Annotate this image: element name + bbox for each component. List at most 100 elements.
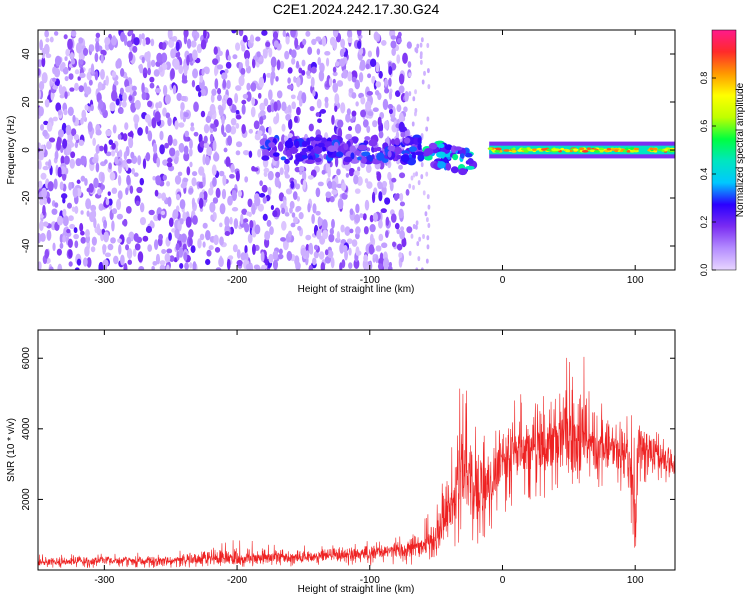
colorbar-tick-label: 0.2 xyxy=(699,216,709,229)
spectrogram-cell xyxy=(245,263,252,270)
spectrogram-cell xyxy=(53,178,58,190)
spectrogram-cell xyxy=(315,112,320,117)
spectrogram-cell xyxy=(118,244,122,255)
spectrogram-cell xyxy=(321,36,327,47)
spectrogram-cell xyxy=(40,124,45,131)
spectrogram-cell xyxy=(76,179,81,184)
spectrogram-cell xyxy=(261,30,268,36)
spectrogram-cell xyxy=(54,55,62,67)
spectrogram-cell xyxy=(273,40,279,48)
spectrogram-cell xyxy=(74,240,79,249)
spectrogram-cell xyxy=(257,92,262,99)
colorbar-label: Normalized spectral amplitude xyxy=(735,82,746,217)
spectrogram-cell xyxy=(214,247,221,253)
spectrogram-cell xyxy=(614,149,619,153)
spectrogram-cell xyxy=(170,48,176,59)
spectrogram-cell xyxy=(384,87,390,94)
spectrogram-cell xyxy=(111,208,118,215)
spectrogram-cell xyxy=(115,98,120,106)
spectrogram-cell xyxy=(322,229,329,240)
spectrogram-cell xyxy=(151,266,155,270)
spectrogram-cell xyxy=(467,158,474,165)
spectrogram-cell xyxy=(606,147,612,151)
spectrogram-cell xyxy=(251,57,256,69)
spectrogram-cell xyxy=(398,172,406,179)
spectrogram-cell xyxy=(359,213,364,218)
spectrogram-cell xyxy=(222,79,227,89)
spectrogram-cell xyxy=(90,246,96,253)
spectrogram-cell xyxy=(202,153,206,166)
spectrogram-cell xyxy=(205,258,211,266)
spectrogram-cell xyxy=(290,180,295,189)
spectrogram-cell xyxy=(159,260,166,266)
spectrogram-cell xyxy=(359,59,366,71)
spectrogram-cell xyxy=(280,156,287,161)
spectrogram-cell xyxy=(362,213,367,221)
spectrogram-cell xyxy=(398,208,404,219)
spectrogram-cell xyxy=(290,49,297,59)
spectrogram-cell xyxy=(157,213,162,221)
spectrogram-cell xyxy=(464,152,473,158)
spectrogram-cell xyxy=(98,261,104,270)
spectrogram-cell xyxy=(244,244,248,254)
spectrogram-cell xyxy=(155,253,161,265)
spectrogram-cell xyxy=(84,177,88,186)
spectrogram-cell xyxy=(366,181,373,189)
spectrogram-cell xyxy=(353,258,360,269)
spectrogram-cell xyxy=(160,52,168,63)
spectrogram-cell xyxy=(80,117,84,125)
spectrogram-cell xyxy=(396,228,401,235)
spectrogram-cell xyxy=(357,166,361,172)
spectrogram-cell xyxy=(459,153,465,159)
spectrogram-cell xyxy=(164,94,171,105)
spectrogram-cell xyxy=(284,212,290,217)
spectrogram-cell xyxy=(283,135,288,142)
spectrogram-cell xyxy=(301,69,306,76)
spectrogram-cell xyxy=(341,182,347,192)
spectrogram-cell xyxy=(308,264,314,270)
spectrogram-cell xyxy=(398,164,403,170)
spectrogram-cell xyxy=(309,136,315,142)
colorbar: 0.0 0.2 0.4 0.6 0.8 Normalized spectral ampl… xyxy=(699,29,746,276)
spectrogram-cell xyxy=(95,41,100,53)
spectrogram-cell xyxy=(245,57,250,68)
spectrogram-cell xyxy=(224,231,231,236)
spectrogram-cell xyxy=(302,170,307,182)
spectrogram-cell xyxy=(126,40,133,48)
spectrogram-cell xyxy=(142,235,149,242)
spectrogram-cell xyxy=(255,36,261,42)
spectrogram-cell xyxy=(56,248,62,256)
spectrogram-cell xyxy=(274,176,280,188)
spectrogram-cell xyxy=(102,50,107,56)
spectrogram-cell xyxy=(145,125,149,135)
spectrogram-cell xyxy=(230,163,235,173)
spectrogram-cell xyxy=(142,38,147,47)
spectrogram-cell xyxy=(203,191,208,201)
spectrogram-cell xyxy=(420,133,424,139)
spectrogram-cell xyxy=(259,116,264,125)
spectrogram-cell xyxy=(241,44,246,52)
spectrogram-cell xyxy=(152,142,158,154)
spectrogram-cell xyxy=(259,193,266,198)
snr-y-tick-label: 2000 xyxy=(21,488,32,511)
spectrogram-cell xyxy=(139,202,145,213)
spectrogram-cell xyxy=(263,98,269,107)
spectrogram-cell xyxy=(301,141,308,147)
spectrogram-cell xyxy=(275,171,281,178)
spectrogram-cell xyxy=(221,124,225,135)
spectrogram-cell xyxy=(396,104,402,113)
spectrogram-cell xyxy=(272,250,279,261)
spectrogram-cell xyxy=(345,133,352,140)
spectrogram-cell xyxy=(382,98,389,111)
spectrogram-cell xyxy=(353,174,359,185)
spectrogram-cell xyxy=(189,161,193,168)
spectrogram-cell xyxy=(80,175,86,182)
spectrogram-cell xyxy=(231,189,238,202)
spectrogram-cell xyxy=(317,142,325,148)
spectrogram-cell xyxy=(124,122,129,131)
spectrogram-cell xyxy=(573,148,579,152)
spectrogram-cell xyxy=(387,150,392,158)
spectrogram-cell xyxy=(293,76,297,83)
spectrogram-cell xyxy=(126,248,133,260)
